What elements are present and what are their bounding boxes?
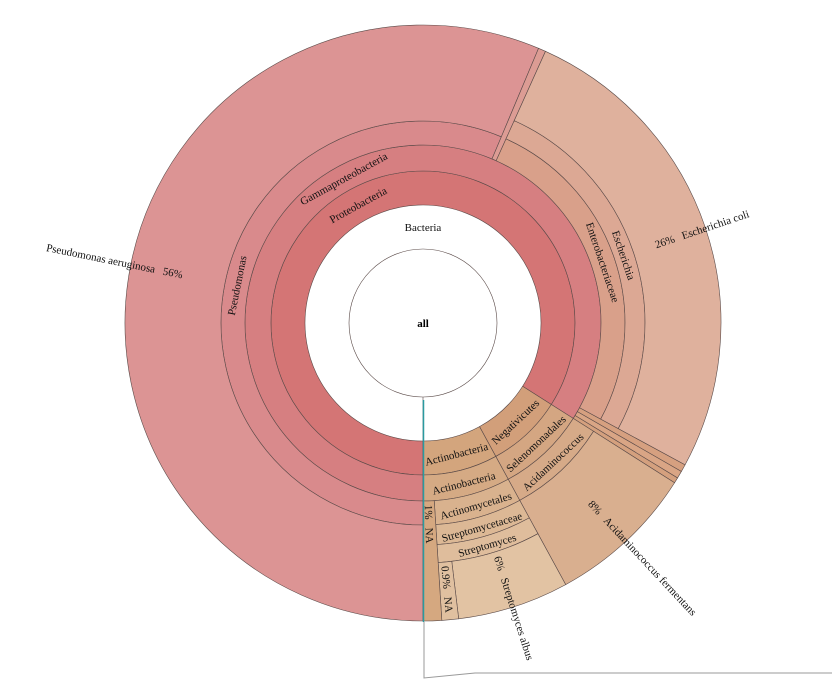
taxon-label: Bacteria bbox=[405, 222, 442, 234]
name-label: Acidaminococcus fermentans bbox=[601, 515, 699, 618]
percent-label: 0.9% bbox=[438, 566, 452, 590]
root-label: all bbox=[417, 318, 429, 330]
segment-pseudomonas-aeruginosa[interactable] bbox=[124, 24, 539, 622]
segment-escherichia-coli[interactable] bbox=[513, 50, 722, 466]
species-label: 1% NA bbox=[422, 505, 435, 544]
percent-label: 6% bbox=[491, 555, 507, 573]
species-label: 0.9% NA bbox=[438, 566, 454, 614]
percent-label: 1% bbox=[422, 505, 434, 520]
name-label: NA bbox=[441, 596, 454, 613]
detail-frame-line bbox=[423, 622, 832, 679]
name-label: NA bbox=[422, 527, 434, 543]
center-hole[interactable] bbox=[348, 248, 498, 398]
percent-label: 56% bbox=[162, 266, 184, 282]
